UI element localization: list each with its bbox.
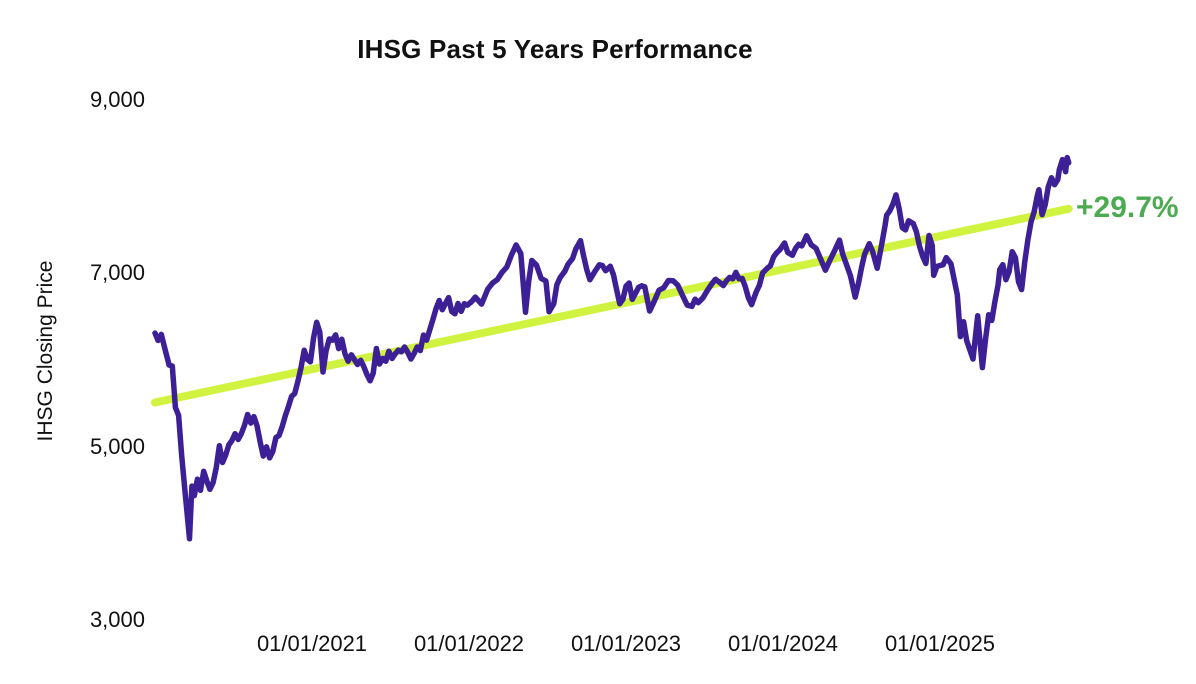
price-line (152, 154, 1072, 542)
trend-gain-label: +29.7% (1076, 191, 1179, 224)
y-tick-label: 7,000 (89, 260, 145, 286)
x-tick-label: 01/01/2025 (884, 631, 996, 656)
chart-title: IHSG Past 5 Years Performance (357, 34, 753, 64)
x-tick-label: 01/01/2021 (256, 631, 368, 656)
x-tick-label: 01/01/2022 (413, 631, 525, 656)
y-tick-label: 9,000 (89, 87, 145, 112)
y-tick-label: 3,000 (89, 607, 145, 632)
y-tick-label: 5,000 (89, 433, 145, 459)
x-tick-label: 01/01/2023 (570, 631, 682, 656)
x-tick-label: 01/01/2024 (727, 631, 839, 656)
